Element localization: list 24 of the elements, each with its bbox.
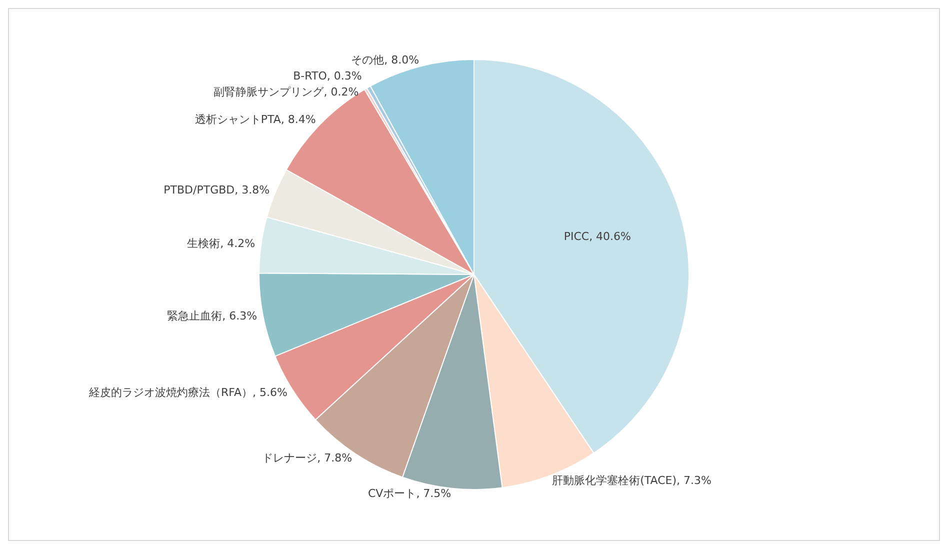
- data-label: , 0.2%: [324, 85, 359, 98]
- data-label: , 5.6%: [252, 386, 288, 399]
- slice-label: 経皮的ラジオ波焼灼療法（RFA）: [88, 386, 252, 399]
- data-label: , 4.2%: [220, 236, 256, 250]
- data-label: , 8.4%: [280, 113, 316, 126]
- slice-label: 透析シャントPTA: [194, 113, 282, 126]
- slice-label: その他: [351, 53, 384, 66]
- data-label: , 8.0%: [384, 53, 420, 66]
- slice-label: PTBD/PTGBD: [164, 183, 235, 196]
- slice-label: 肝動脈化学塞栓術(TACE): [552, 474, 677, 488]
- slice-label: 副腎静脈サンプリング: [214, 85, 325, 98]
- data-label: , 0.3%: [326, 69, 362, 82]
- data-label: , 3.8%: [234, 183, 270, 196]
- data-label: , 7.5%: [416, 487, 452, 500]
- data-label: , 6.3%: [222, 309, 258, 322]
- data-label: , 40.6%: [589, 230, 632, 243]
- slice-label: PICC: [564, 230, 590, 243]
- slice-label: CVポート: [368, 487, 416, 500]
- slice-label: B-RTO: [293, 69, 328, 82]
- slice-label: 生検術: [187, 236, 220, 250]
- data-label: , 7.8%: [317, 452, 352, 465]
- data-label: , 7.3%: [676, 474, 712, 488]
- slice-label: 緊急止血術: [167, 309, 222, 322]
- slice-label: ドレナージ: [262, 452, 318, 465]
